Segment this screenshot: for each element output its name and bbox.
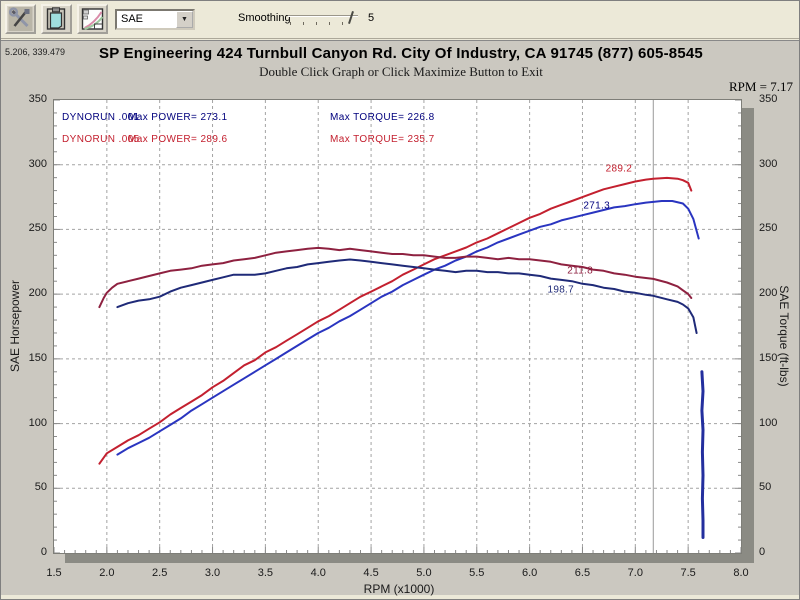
- smoothing-slider-thumb[interactable]: [348, 11, 354, 24]
- dynorun-005-torque: [98, 246, 693, 309]
- graph-panel: 5.206, 339.479 SP Engineering 424 Turnbu…: [1, 40, 799, 596]
- page-title: SP Engineering 424 Turnbull Canyon Rd. C…: [99, 45, 703, 62]
- y-axis-tick-left: 250: [28, 222, 47, 235]
- x-axis-tick: 6.5: [574, 567, 591, 579]
- x-axis-tick: 5.5: [469, 567, 485, 579]
- x-axis-tick: 7.5: [680, 567, 696, 579]
- dynorun-001-run-end-spike: [700, 370, 705, 539]
- y-axis-tick-right: 50: [759, 481, 772, 494]
- dyno-chart-canvas: [54, 100, 741, 553]
- chart-legend: DYNORUN .001 Max POWER= 273.1 Max TORQUE…: [62, 108, 482, 152]
- chevron-down-icon[interactable]: ▼: [176, 11, 193, 28]
- smoothing-slider[interactable]: [288, 11, 358, 29]
- y-axis-tick-right: 350: [759, 93, 778, 105]
- legend-row-dynorun-001: DYNORUN .001 Max POWER= 273.1 Max TORQUE…: [62, 108, 482, 130]
- x-axis-tick: 5.0: [416, 567, 432, 579]
- y-axis-tick-right: 300: [759, 157, 778, 170]
- x-axis-tick: 3.5: [257, 567, 274, 579]
- dynorun-001-torque: [116, 258, 698, 334]
- legend-run-name: DYNORUN .001: [62, 112, 140, 123]
- dynorun-005-power: [98, 176, 693, 465]
- x-axis-tick: 3.0: [204, 567, 221, 579]
- x-axis-tick: 6.0: [521, 567, 538, 579]
- cursor-value-label: 198.7: [547, 284, 574, 296]
- y-axis-tick-left: 350: [28, 93, 47, 105]
- y-axis-tick-left: 150: [28, 351, 47, 364]
- dyno-chart[interactable]: DYNORUN .001 Max POWER= 273.1 Max TORQUE…: [53, 99, 742, 554]
- legend-max-power: Max POWER= 289.6: [128, 134, 228, 145]
- units-select[interactable]: SAE ▼: [115, 9, 195, 30]
- graph-button[interactable]: [77, 4, 108, 34]
- cursor-rpm-readout: RPM = 7.17: [728, 79, 793, 94]
- dynorun-001-power: [116, 200, 700, 456]
- x-axis-tick: 7.0: [627, 567, 643, 579]
- tools-button[interactable]: [5, 4, 36, 34]
- y-axis-tick-right: 250: [759, 222, 778, 235]
- y-axis-tick-right: 0: [759, 546, 766, 558]
- smoothing-value: 5: [368, 12, 375, 24]
- y-axis-tick-left: 300: [28, 157, 47, 170]
- y-axis-tick-right: 200: [759, 287, 778, 300]
- legend-row-dynorun-005: DYNORUN .005 Max POWER= 289.6 Max TORQUE…: [62, 130, 482, 152]
- toolbar: SAE ▼ Smoothing 5: [1, 1, 799, 39]
- y-axis-tick-left: 50: [34, 481, 47, 494]
- smoothing-slider-track: [288, 15, 358, 17]
- x-axis-tick: 2.5: [152, 567, 168, 579]
- legend-max-power: Max POWER= 273.1: [128, 112, 228, 123]
- y-axis-tick-left: 100: [28, 416, 47, 429]
- tools-icon: [8, 7, 33, 31]
- y-axis-tick-left: 0: [40, 546, 47, 558]
- units-select-value: SAE: [121, 13, 144, 25]
- cursor-value-label: 289.2: [605, 163, 633, 175]
- y-axis-tick-right: 100: [759, 416, 778, 429]
- x-axis-tick: 4.5: [363, 567, 379, 579]
- mouse-coordinates-readout: 5.206, 339.479: [5, 47, 66, 57]
- x-axis-tick: 4.0: [310, 567, 326, 579]
- page-subtitle: Double Click Graph or Click Maximize But…: [259, 64, 543, 79]
- x-axis-tick: 8.0: [733, 567, 749, 579]
- legend-max-torque: Max TORQUE= 226.8: [330, 112, 435, 123]
- x-axis-tick: 2.0: [99, 567, 115, 579]
- legend-run-name: DYNORUN .005: [62, 134, 140, 145]
- legend-max-torque: Max TORQUE= 235.7: [330, 134, 435, 145]
- y-axis-tick-left: 200: [28, 287, 47, 300]
- cursor-value-label: 211.8: [567, 265, 594, 277]
- graph-icon: [81, 8, 104, 30]
- clipboard-icon: [46, 7, 66, 30]
- cursor-value-label: 271.3: [583, 200, 610, 212]
- smoothing-label: Smoothing: [238, 12, 291, 24]
- y-axis-label-right: SAE Torque (ft-lbs): [777, 285, 791, 387]
- x-axis-label: RPM (x1000): [363, 582, 435, 596]
- x-axis-tick: 1.5: [46, 567, 62, 579]
- clipboard-button[interactable]: [41, 4, 72, 34]
- y-axis-tick-right: 150: [759, 351, 778, 364]
